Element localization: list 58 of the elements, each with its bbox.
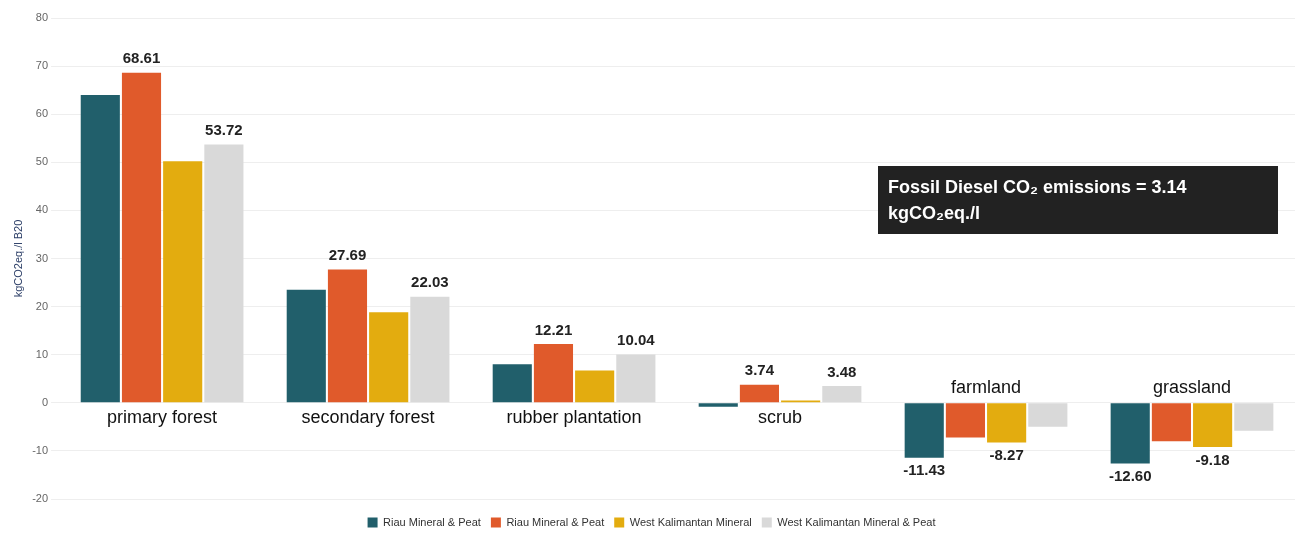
legend-label: West Kalimantan Mineral & Peat [777, 515, 936, 528]
annotation: Fossil Diesel CO₂ emissions = 3.14 kgCO₂eq./l [888, 176, 1188, 225]
y-tick-label: 50 [35, 155, 49, 168]
bar [163, 161, 203, 403]
bar [492, 364, 532, 403]
bar [80, 94, 120, 403]
bar [987, 403, 1027, 443]
bar [1151, 403, 1191, 442]
bar [698, 403, 738, 407]
legend-label: West Kalimantan Mineral [629, 515, 752, 528]
x-tick-label: grassland [1152, 376, 1232, 397]
x-tick-label: secondary forest [301, 406, 435, 427]
y-axis-title: kgCO2eq./l B20 [11, 219, 24, 298]
bar [575, 370, 615, 403]
bar [327, 269, 368, 403]
y-tick-label: 70 [35, 59, 49, 72]
data-label: 22.03 [411, 273, 449, 291]
y-tick-label: 0 [41, 395, 49, 408]
x-tick-label: scrub [758, 406, 803, 427]
x-tick-label: farmland [951, 376, 1022, 397]
data-label: 3.48 [827, 362, 857, 380]
bar [739, 384, 780, 403]
data-label: 68.61 [122, 49, 161, 67]
y-tick-label: 20 [35, 299, 49, 312]
bar [904, 403, 944, 458]
bar [410, 296, 450, 403]
y-tick-label: 10 [35, 347, 49, 360]
bar [286, 289, 326, 403]
bar [369, 312, 409, 403]
legend-label: Riau Mineral & Peat [506, 515, 605, 528]
data-label: -11.43 [903, 461, 946, 479]
bar [822, 386, 862, 403]
data-label: -9.18 [1195, 450, 1230, 468]
y-tick-label: -20 [32, 492, 49, 505]
data-label: -8.27 [989, 446, 1024, 464]
data-label: -12.60 [1108, 467, 1152, 485]
bar [533, 344, 574, 403]
bar [1028, 403, 1068, 427]
bar [1193, 403, 1233, 447]
data-label: 10.04 [617, 331, 656, 349]
data-label: 12.21 [534, 320, 573, 338]
legend-label: Riau Mineral & Peat [383, 515, 481, 528]
x-tick-label: rubber plantation [506, 406, 642, 427]
bar [616, 354, 656, 403]
y-tick-label: 60 [35, 107, 49, 120]
y-tick-label: 30 [35, 251, 49, 264]
bar [204, 144, 244, 403]
bar [1110, 403, 1150, 464]
bar [1234, 403, 1274, 431]
bar [121, 72, 162, 403]
data-label: 27.69 [328, 246, 367, 264]
data-label: 53.72 [205, 121, 243, 139]
x-tick-label: primary forest [107, 406, 218, 427]
y-tick-label: -10 [32, 443, 49, 456]
bar [945, 403, 985, 438]
y-tick-label: 40 [35, 203, 49, 216]
y-tick-label: 80 [35, 11, 49, 24]
data-label: 3.74 [744, 361, 775, 379]
